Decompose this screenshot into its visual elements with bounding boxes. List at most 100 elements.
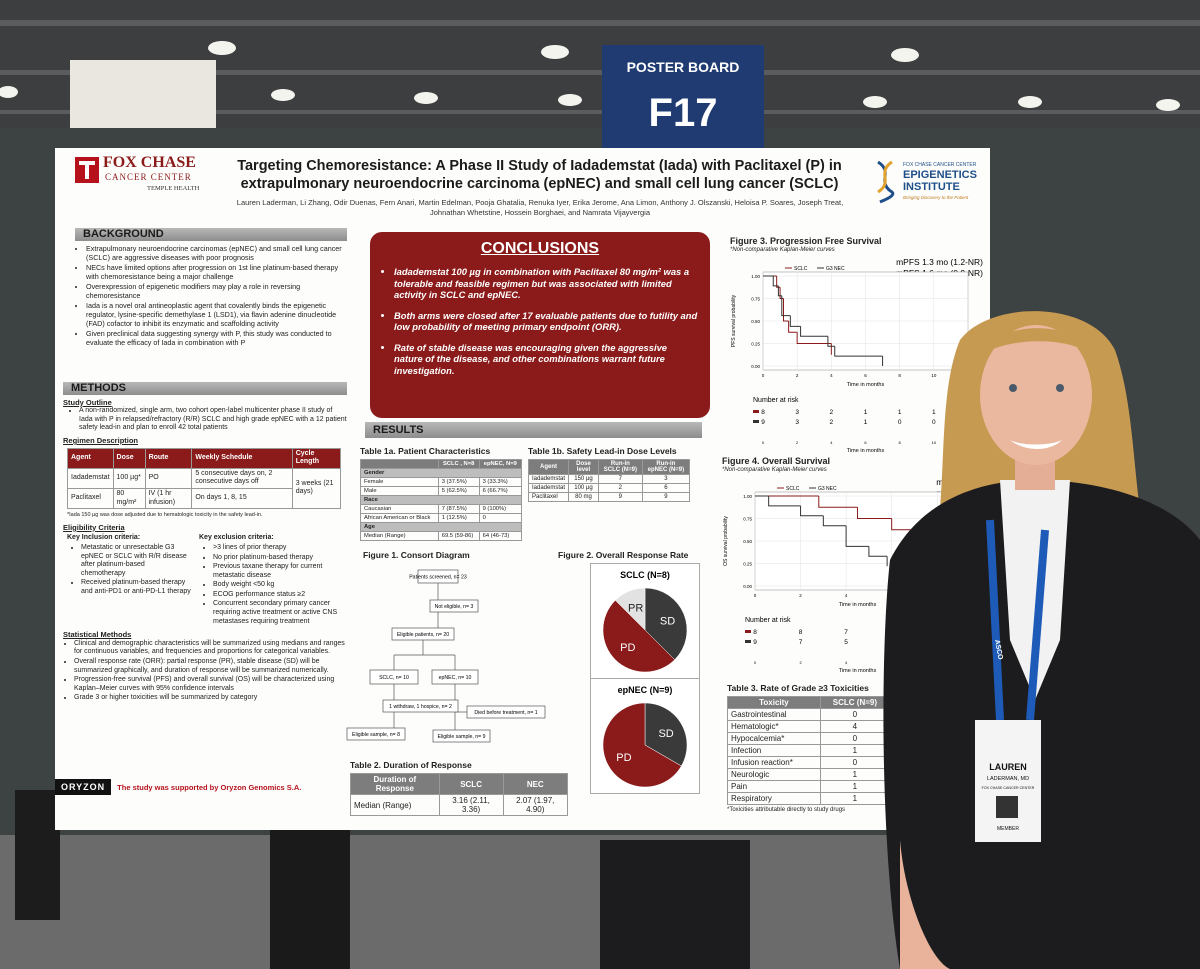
criteria-title: Key Inclusion criteria:	[67, 534, 141, 542]
poster-title: Targeting Chemoresistance: A Phase II St…	[237, 158, 842, 192]
risk-count: 2	[830, 409, 834, 416]
bullet: Received platinum-based therapy and anti…	[81, 579, 191, 596]
regimen-table: Agent Dose Route Weekly Schedule Cycle Lengt…	[67, 447, 342, 510]
subheading: Regimen Description	[63, 435, 139, 445]
bullet: Rate of stable disease was encouraging g…	[394, 342, 698, 377]
methods-section: METHODS Study OutlineA non-randomized, si…	[63, 382, 347, 704]
bullet-list: Iadademstat 100 µg in combination with P…	[382, 266, 698, 376]
subheading: Study Outline	[63, 397, 112, 407]
y-tick-label: 0.50	[751, 319, 760, 324]
table-cell: Caucasian	[360, 504, 439, 514]
header-cell: Weekly Schedule	[191, 447, 293, 469]
header-cell: Dose	[112, 447, 146, 469]
table-cell: 3 (37.5%)	[437, 477, 480, 487]
support-text: The study was supported by Oryzon Genomi…	[117, 782, 302, 792]
section-heading: RESULTS	[365, 422, 702, 438]
x-tick-label: 0	[762, 440, 765, 445]
figure-subtitle: *Non-comparative Kaplan-Meier curves	[722, 467, 827, 473]
blurred-sign	[70, 60, 216, 128]
x-tick-label: 8	[936, 593, 939, 598]
risk-count: 2	[830, 419, 834, 426]
table-row: Paclitaxel 80 mg/m² IV (1 hr infusion) On d…	[67, 487, 341, 510]
table-cell: 100 µg*	[112, 467, 146, 489]
table-row: Iadademstat 100 µg* PO 5 consecutive days o…	[67, 467, 342, 510]
table-row: Infection 1	[727, 744, 928, 757]
risk-count: 3	[795, 409, 799, 416]
table-cell: Median (Range)	[350, 794, 440, 816]
table-cell: On days 1, 8, 15	[191, 487, 293, 510]
km-step	[796, 332, 832, 344]
table-title: Table 3. Rate of Grade ≥3 Toxicities	[727, 683, 869, 693]
header-cell: Agent	[527, 459, 570, 475]
section-row: Age	[360, 522, 522, 532]
risk-count: 5	[844, 639, 848, 646]
consort-diagram: Patients screened, n= 23 Not eligible, n=…	[346, 569, 546, 743]
institute-tagline: Bringing Discovery to the Patient	[903, 195, 969, 200]
data-table: Agent Dose level Run-in SCLC (N=9) Run-in e…	[527, 459, 691, 502]
bullet: Overexpression of epigenetic modifiers m…	[86, 282, 347, 300]
legs	[600, 840, 750, 969]
table-cell: 5 consecutive days on, 2 consecutive day…	[191, 467, 293, 489]
table-row: Hypocalcemia* 0	[727, 732, 928, 745]
risk-count: 4	[890, 639, 894, 646]
header-cell: Dose level	[568, 459, 599, 475]
table-cell: 3 (33.3%)	[478, 477, 523, 487]
consort-label: SCLC, n= 10	[379, 675, 409, 681]
bullet-list: A non-randomized, single arm, two cohort…	[63, 407, 347, 433]
figure-title: Figure 2. Overall Response Rate	[558, 550, 689, 560]
table-cell: 150 µg	[568, 474, 599, 484]
consort-box	[369, 669, 419, 685]
median-label: mOS 8.4 (	[936, 477, 975, 487]
table-row: Iadademstat 100 µg 2 6	[527, 483, 691, 493]
ceiling-lights	[0, 41, 1180, 111]
bullet: Progression-free survival (PFS) and over…	[74, 676, 347, 693]
table-1b: Table 1b. Safety Lead-in Dose Levels Agen…	[527, 446, 691, 502]
table-cell: Hematologic*	[727, 720, 821, 733]
section-heading: CONCLUSIONS	[480, 240, 600, 257]
y-tick-label: 0.00	[751, 364, 760, 369]
logo-parent: TEMPLE HEALTH	[147, 185, 200, 192]
risk-count: 8	[799, 629, 803, 636]
subheading: Statistical Methods	[63, 630, 132, 640]
figure-title: Figure 4. Overall Survival	[722, 456, 830, 466]
table-1a: Table 1a. Patient Characteristics SCLC , …	[360, 446, 523, 541]
km-step	[834, 346, 883, 357]
table-row: Infusion reaction* 0	[727, 756, 928, 769]
header-cell: NEC	[502, 773, 569, 795]
header-cell: SCLC	[438, 773, 504, 795]
header-cell: Run-in epNEC (N=9)	[641, 459, 691, 475]
table-cell: Infection	[727, 744, 821, 757]
consort-box	[391, 627, 455, 641]
risk-swatch	[745, 640, 751, 643]
characteristics-table: SCLC , N=8 epNEC, N=9 Gender Female 3 (37.5%…	[360, 459, 523, 541]
risk-swatch	[745, 630, 751, 633]
table-cell: 64 (46-73)	[478, 531, 523, 541]
figure-title: Figure 4. Overall Survival	[722, 456, 831, 466]
subheading: Eligibility Criteria	[63, 522, 125, 532]
consort-label: Eligible sample, n= 9	[437, 734, 485, 740]
bullet: Extrapulmonary neuroendocrine carcinomas…	[86, 244, 347, 262]
table-cell: 100 µg	[568, 483, 599, 493]
x-tick-label: 10	[932, 440, 937, 445]
table-header: SCLC , N=8 epNEC, N=9	[360, 459, 523, 469]
section-cell: Age	[360, 522, 522, 532]
table-cell: 3.16 (2.11, 3.36)	[438, 794, 504, 816]
y-tick-label: 0.50	[743, 539, 752, 544]
km-step	[779, 287, 784, 299]
table-cell: PO	[144, 467, 193, 489]
table-row: Gastrointestinal 0	[727, 708, 928, 721]
risk-count: 6	[890, 629, 894, 636]
y-tick-label: 1.00	[751, 274, 760, 279]
legend-label: G3 NEC	[826, 266, 845, 272]
section-row: Race	[360, 495, 522, 505]
table-row: Respiratory 1	[727, 792, 928, 805]
table-row: Hematologic* 4	[727, 720, 928, 733]
x-tick-label: 2	[799, 593, 802, 598]
table-title: Table 1b. Safety Lead-in Dose Levels	[528, 446, 677, 456]
table-cell: 9 (100%)	[478, 504, 523, 514]
header-cell: Route	[144, 447, 193, 469]
table-2: Table 2. Duration of Response Duration of…	[350, 760, 569, 816]
poster-board-sign	[602, 45, 764, 150]
table-cell: 9	[641, 492, 691, 502]
table-cell	[888, 756, 928, 769]
